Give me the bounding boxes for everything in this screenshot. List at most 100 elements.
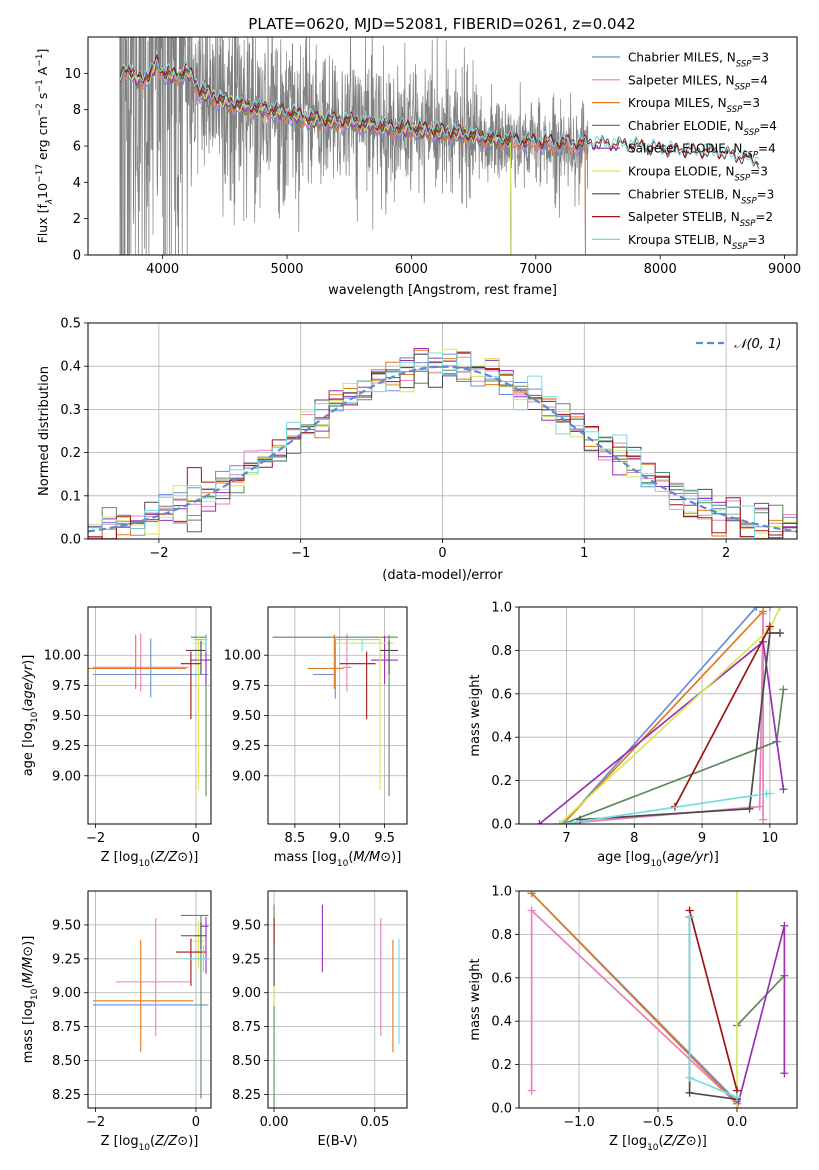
y-tick-label: 9.00 <box>52 986 81 1001</box>
x-tick-label: 0.00 <box>260 1115 289 1130</box>
weight-marker-chabrier_stelib <box>685 1088 694 1097</box>
y-tick-label: 0.0 <box>60 533 81 548</box>
y-tick-label: 9.00 <box>232 986 261 1001</box>
x-tick-label: 7000 <box>519 262 552 277</box>
legend-entry: Chabrier MILES, NSSP=3 <box>628 51 769 70</box>
y-tick-label: 0.6 <box>491 971 512 986</box>
spectrum-panel: 4000 5000 6000 7000 8000 9000 0 2 4 6 8 10 wavelengt… <box>35 36 801 298</box>
legend-entry: Salpeter MILES, NSSP=4 <box>628 73 768 92</box>
y-tick-label: 8.75 <box>232 1020 261 1035</box>
axes-frame <box>518 606 798 825</box>
x-tick-label: 9000 <box>768 262 801 277</box>
y-tick-label: 0.2 <box>491 1058 512 1073</box>
y-tick-label: 9.25 <box>52 952 81 967</box>
weight-marker-kroupa_stelib <box>685 913 694 922</box>
x-tick-label: 1 <box>580 546 588 561</box>
residual-histogram-panel: −2 −1 0 1 2 0.0 0.1 0.2 0.3 0.4 0.5 (data-model)/er… <box>37 317 798 583</box>
weight-marker-salpeter_elodie <box>779 785 788 794</box>
weight-marker-kroupa_elodie <box>732 891 741 895</box>
y-tick-label: 9.50 <box>232 918 261 933</box>
y-tick-label: 1.0 <box>491 885 512 900</box>
weight-marker-kroupa_elodie <box>555 820 564 824</box>
weight-marker-salpeter_miles <box>527 1086 536 1095</box>
x-tick-label: 0 <box>438 546 446 561</box>
weight-marker-salpeter_elodie <box>535 820 544 824</box>
axes-frame <box>518 890 798 1109</box>
x-tick-label: 5000 <box>270 262 303 277</box>
x-tick-label: 0 <box>192 831 200 846</box>
x-tick-label: 8000 <box>644 262 677 277</box>
weight-line-salpeter_miles <box>530 908 738 1105</box>
weight-marker-chabrier_stelib <box>745 804 754 813</box>
x-tick-label: 8.5 <box>285 831 306 846</box>
x-tick-label: −2 <box>149 546 168 561</box>
y-tick-label: 0.4 <box>60 360 81 375</box>
y-tick-label: 9.75 <box>52 679 81 694</box>
weight-line-chabrier_stelib <box>688 917 738 1101</box>
figure-title: PLATE=0620, MJD=52081, FIBERID=0261, z=0… <box>248 15 635 33</box>
model-spectrum-kroupa_stelib <box>119 59 760 167</box>
spectrum-x-label: wavelength [Angstrom, rest frame] <box>328 283 557 298</box>
axes-frame <box>87 606 212 825</box>
x-tick-label: 0.05 <box>360 1115 389 1130</box>
residual-histogram-kroupa_stelib <box>88 351 797 539</box>
mass_vs_Z-y-label: mass [log10(M/M⊙)] <box>21 936 40 1064</box>
weight-line-kroupa_stelib <box>688 917 738 1098</box>
legend-entry: Chabrier ELODIE, NSSP=4 <box>628 119 777 138</box>
x-tick-label: 0 <box>192 1115 200 1130</box>
legend-entry: Salpeter ELODIE, NSSP=4 <box>628 142 776 161</box>
y-tick-label: 8.50 <box>52 1054 81 1069</box>
legend-entry: Kroupa MILES, NSSP=3 <box>628 96 760 115</box>
y-tick-label: 9.25 <box>232 739 261 754</box>
weight-marker-salpeter_miles <box>759 815 768 824</box>
y-tick-label: 6 <box>73 140 81 155</box>
weight-line-chabrier_stelib <box>579 632 780 821</box>
mass_vs_Z-x-label: Z [log10(Z/Z⊙)] <box>101 1134 199 1153</box>
weight-marker-kroupa_stelib <box>559 820 568 824</box>
axes-frame <box>87 36 798 256</box>
mass_vs_ebv-x-label: E(B-V) <box>317 1134 357 1149</box>
legend-entry: 𝒩(0, 1) <box>734 337 781 352</box>
y-tick-label: 10.00 <box>44 649 81 664</box>
axes-frame <box>267 890 408 1109</box>
x-tick-label: 0.0 <box>727 1115 748 1130</box>
y-tick-label: 0.8 <box>491 644 512 659</box>
legend-entry: Salpeter STELIB, NSSP=2 <box>628 210 773 229</box>
weight-marker-salpeter_miles <box>527 906 536 915</box>
spectrum-legend: Chabrier MILES, NSSP=3 Salpeter MILES, NS… <box>592 51 777 252</box>
mass-vs-reddening-panel: 0.00 0.05 8.25 8.50 8.75 9.00 9.25 9.50 E(B-V) <box>232 890 408 1149</box>
y-tick-label: 4 <box>73 176 81 191</box>
y-tick-label: 0.0 <box>491 1102 512 1117</box>
age-vs-metallicity-panel: −2 0 9.00 9.25 9.50 9.75 10.00 Z [log10(Z/Z⊙)] a… <box>21 606 212 869</box>
weight-marker-chabrier_stelib <box>776 629 785 638</box>
x-tick-label: −1.0 <box>563 1115 595 1130</box>
weight_vs_Z-y-label: mass weight <box>468 958 483 1040</box>
legend-entry: Chabrier STELIB, NSSP=3 <box>628 187 774 206</box>
y-tick-label: 9.00 <box>232 769 261 784</box>
weight-marker-kroupa_elodie <box>732 1104 741 1108</box>
y-tick-label: 0.0 <box>491 818 512 833</box>
weight-line-kroupa_miles <box>562 610 764 824</box>
mass-vs-metallicity-panel: −2 0 8.25 8.50 8.75 9.00 9.25 9.50 Z [log10(Z/Z⊙… <box>21 890 212 1153</box>
x-tick-label: 8 <box>630 831 638 846</box>
y-tick-label: 0.3 <box>60 403 81 418</box>
legend-entry: Kroupa ELODIE, NSSP=3 <box>628 165 768 184</box>
age_vs_Z-x-label: Z [log10(Z/Z⊙)] <box>101 850 199 869</box>
weight-line-salpeter_stelib <box>674 626 771 807</box>
age_vs_Z-y-label: age [log10(age/yr)] <box>21 655 40 777</box>
y-tick-label: 0.5 <box>60 317 81 332</box>
y-tick-label: 8.50 <box>232 1054 261 1069</box>
weight-marker-kroupa_stelib <box>732 1093 741 1102</box>
y-tick-label: 0.6 <box>491 687 512 702</box>
weight-marker-kroupa_miles <box>759 607 768 616</box>
weight-marker-kroupa_elodie <box>776 607 785 611</box>
x-tick-label: 9.0 <box>329 831 350 846</box>
weight-marker-salpeter_elodie <box>780 1069 789 1078</box>
weight-marker-salpeter_stelib <box>765 622 774 631</box>
axes-frame <box>87 890 212 1109</box>
model-spectrum-kroupa_elodie <box>119 54 512 255</box>
observed-spectrum <box>119 37 589 255</box>
y-tick-label: 0.4 <box>491 1015 512 1030</box>
x-tick-label: −2 <box>86 1115 105 1130</box>
